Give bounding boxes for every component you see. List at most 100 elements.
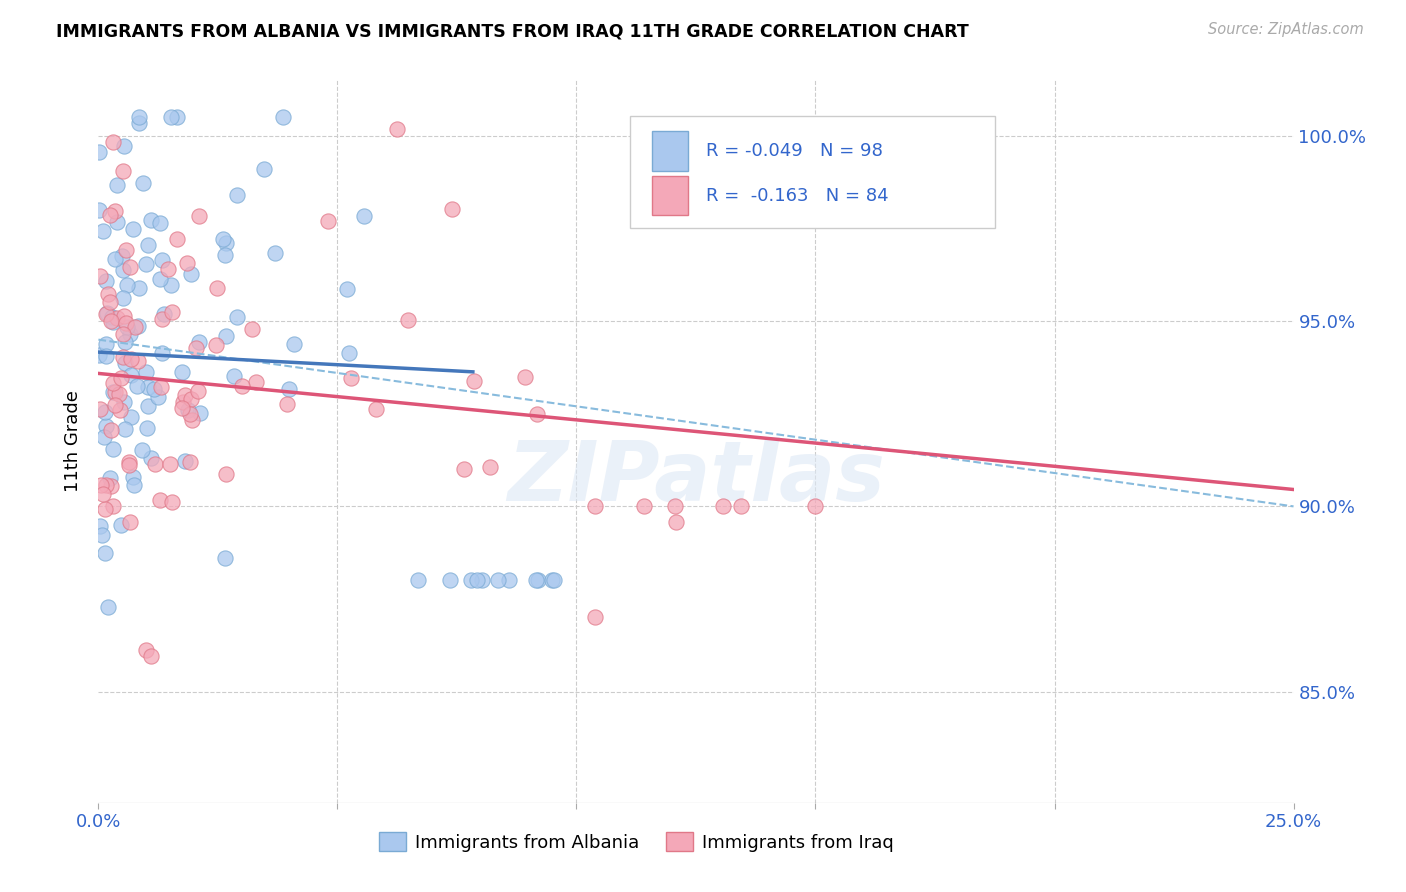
Point [498, 574, 520, 588]
Point [96, 418, 118, 433]
Point [172, 395, 194, 409]
Point [585, 500, 607, 514]
Point [111, 326, 134, 341]
Point [111, 249, 134, 263]
Point [253, 161, 276, 176]
Point [101, 442, 124, 456]
Point [135, 643, 157, 657]
Point [115, 243, 138, 257]
Point [160, 305, 183, 319]
Point [440, 202, 463, 216]
Point [245, 376, 267, 390]
Point [226, 188, 249, 202]
Point [187, 209, 209, 223]
Point [396, 313, 419, 327]
Point [150, 380, 173, 394]
Point [111, 263, 134, 277]
Point [105, 178, 128, 192]
Point [103, 135, 125, 149]
Point [104, 384, 127, 399]
Text: R =  -0.163   N = 84: R = -0.163 N = 84 [706, 186, 889, 204]
Point [120, 326, 142, 341]
Point [120, 368, 142, 383]
Point [100, 295, 122, 310]
Point [136, 380, 159, 394]
Point [513, 370, 536, 384]
Point [103, 314, 125, 328]
Point [103, 376, 125, 390]
Point [128, 116, 150, 130]
Point [131, 442, 153, 457]
Point [179, 455, 201, 469]
Point [150, 253, 173, 268]
Point [180, 392, 202, 406]
Point [467, 574, 489, 588]
Point [91, 528, 114, 542]
Point [316, 213, 339, 227]
Point [188, 406, 211, 420]
Point [100, 209, 122, 223]
Point [184, 341, 207, 355]
Point [93, 430, 115, 444]
Point [111, 164, 134, 178]
Point [148, 390, 170, 404]
Point [100, 314, 122, 328]
Point [94, 307, 117, 321]
Point [240, 322, 263, 336]
Point [159, 457, 181, 471]
Point [125, 379, 148, 393]
Point [96, 306, 118, 320]
Point [486, 574, 509, 588]
Point [110, 518, 132, 533]
Point [540, 574, 562, 588]
Point [96, 478, 118, 492]
Point [174, 388, 197, 402]
Point [215, 235, 238, 250]
Point [89, 269, 111, 284]
Point [225, 310, 247, 325]
Point [276, 397, 298, 411]
Point [112, 309, 135, 323]
Point [179, 407, 201, 421]
Point [89, 518, 111, 533]
Point [135, 257, 157, 271]
Point [804, 500, 827, 514]
Point [136, 238, 159, 252]
Point [94, 349, 117, 363]
Point [527, 574, 550, 588]
Point [453, 462, 475, 476]
Point [89, 202, 111, 217]
Point [187, 384, 209, 398]
Point [112, 395, 135, 409]
Point [526, 407, 548, 421]
Point [90, 477, 112, 491]
FancyBboxPatch shape [630, 116, 995, 228]
Point [149, 216, 172, 230]
Point [215, 329, 238, 343]
Point [172, 401, 194, 415]
Point [337, 346, 360, 360]
Point [124, 477, 146, 491]
Point [278, 382, 301, 396]
FancyBboxPatch shape [652, 131, 688, 170]
Point [91, 486, 114, 500]
Y-axis label: 11th Grade: 11th Grade [65, 391, 83, 492]
Point [104, 252, 127, 266]
Point [160, 111, 183, 125]
Point [283, 336, 305, 351]
Point [173, 454, 195, 468]
Point [114, 334, 136, 349]
Point [222, 368, 245, 383]
Point [160, 495, 183, 509]
Point [120, 410, 142, 425]
Point [180, 267, 202, 281]
Point [406, 574, 429, 588]
Point [127, 318, 149, 333]
Point [89, 145, 111, 160]
Point [108, 387, 131, 401]
Point [114, 355, 136, 369]
Point [118, 455, 141, 469]
Point [97, 287, 120, 301]
Legend: Immigrants from Albania, Immigrants from Iraq: Immigrants from Albania, Immigrants from… [371, 825, 901, 859]
Point [128, 111, 150, 125]
